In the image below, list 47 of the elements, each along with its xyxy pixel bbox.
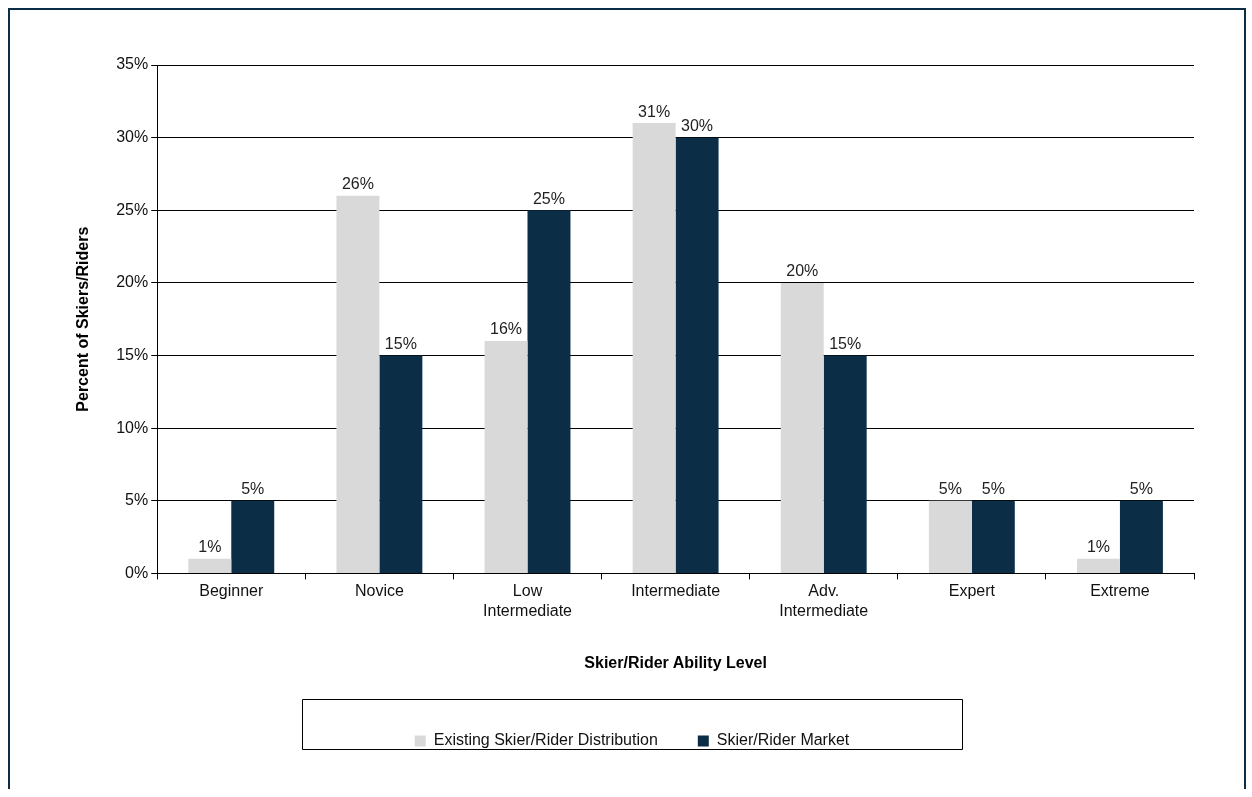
y-tick-label: 15% bbox=[116, 345, 149, 363]
x-tick-label: Adv. Intermediate bbox=[779, 582, 869, 619]
data-label: 30% bbox=[681, 117, 714, 135]
bar bbox=[231, 500, 275, 573]
bar bbox=[971, 500, 1015, 573]
y-tick-label: 10% bbox=[116, 418, 149, 436]
bar bbox=[632, 123, 676, 573]
data-label: 5% bbox=[938, 480, 962, 498]
x-tick-label: Intermediate bbox=[631, 582, 721, 600]
bar bbox=[1076, 558, 1120, 573]
x-tick-label: Extreme bbox=[1090, 582, 1150, 600]
data-label: 25% bbox=[532, 189, 565, 207]
y-tick-label: 0% bbox=[125, 563, 149, 581]
data-label: 20% bbox=[786, 262, 819, 280]
y-tick-label: 25% bbox=[116, 200, 149, 218]
data-label: 15% bbox=[384, 334, 417, 352]
data-label: 15% bbox=[829, 334, 862, 352]
data-label: 5% bbox=[241, 480, 265, 498]
y-tick-label: 30% bbox=[116, 128, 149, 146]
x-axis-title: Skier/Rider Ability Level bbox=[584, 653, 767, 671]
legend-label: Existing Skier/Rider Distribution bbox=[433, 731, 658, 749]
bar bbox=[379, 355, 423, 573]
data-label: 16% bbox=[490, 320, 523, 338]
bar bbox=[484, 340, 528, 573]
data-label: 31% bbox=[638, 102, 671, 120]
x-tick-label: Expert bbox=[948, 582, 996, 600]
data-label: 5% bbox=[1129, 480, 1153, 498]
data-label: 5% bbox=[981, 480, 1005, 498]
x-tick-label: Beginner bbox=[199, 582, 264, 600]
bar bbox=[928, 500, 972, 573]
y-tick-label: 5% bbox=[125, 491, 149, 509]
data-label: 26% bbox=[341, 175, 374, 193]
bar bbox=[336, 195, 380, 573]
bar bbox=[675, 137, 719, 573]
y-tick-label: 20% bbox=[116, 273, 149, 291]
x-tick-label: Low Intermediate bbox=[483, 582, 573, 619]
bar bbox=[780, 282, 824, 573]
bar bbox=[1119, 500, 1163, 573]
bar bbox=[527, 210, 571, 573]
bar bbox=[823, 355, 867, 573]
data-label: 1% bbox=[198, 538, 222, 556]
y-tick-label: 35% bbox=[116, 55, 149, 73]
legend-label: Skier/Rider Market bbox=[716, 731, 850, 749]
bar bbox=[188, 558, 232, 573]
x-tick-label: Novice bbox=[354, 582, 404, 600]
data-label: 1% bbox=[1086, 538, 1111, 556]
y-axis-title: Percent of Skiers/Riders bbox=[74, 226, 92, 412]
